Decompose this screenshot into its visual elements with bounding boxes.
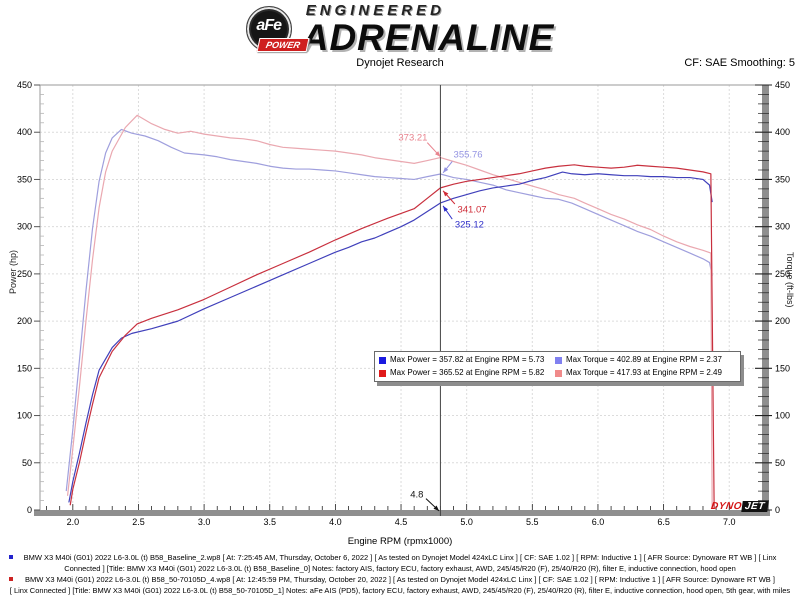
annotation-341.07: 341.07	[457, 205, 486, 216]
svg-text:200: 200	[775, 316, 790, 326]
svg-text:0: 0	[775, 505, 780, 515]
dynojet-logo: DYNOJET	[710, 501, 769, 512]
run1-text-b: Connected ] [Title: BMW X3 M40i (G01) 20…	[64, 564, 736, 573]
chart-title: Dynojet Research	[356, 57, 444, 69]
run1-bullet-icon	[9, 555, 13, 559]
adrenaline-text: ADRENALINE	[301, 16, 555, 58]
svg-text:350: 350	[17, 174, 32, 184]
dyno-plot-svg[interactable]: 0 0 50 50 100 100 150 150 200 200 250 250 300 300 350 3…	[0, 75, 800, 535]
legend-marker-blue	[379, 356, 386, 364]
legend-label: Max Power = 357.82 at Engine RPM = 5.73	[390, 355, 545, 364]
axes: 0 0 50 50 100 100 150 150 200 200 250 250 300 300 350 3…	[17, 80, 790, 527]
svg-text:400: 400	[775, 127, 790, 137]
svg-text:300: 300	[17, 222, 32, 232]
svg-text:350: 350	[775, 174, 790, 184]
svg-text:0: 0	[27, 505, 32, 515]
run2-text-a: BMW X3 M40i (G01) 2022 L6-3.0L (t) B58_5…	[25, 575, 775, 584]
run1-text-a: BMW X3 M40i (G01) 2022 L6-3.0L (t) B58_B…	[23, 553, 777, 562]
curve-power-baseline	[68, 171, 713, 503]
run-info-line-3: BMW X3 M40i (G01) 2022 L6-3.0L (t) B58_5…	[0, 574, 800, 585]
smoothing-info: CF: SAE Smoothing: 5	[684, 57, 795, 69]
dynojet-logo-dyno: DYNO	[710, 501, 743, 512]
dynojet-logo-jet: JET	[741, 501, 769, 512]
svg-text:5.0: 5.0	[460, 517, 473, 527]
engineered-text: ENGINEERED	[305, 1, 445, 19]
svg-text:250: 250	[775, 269, 790, 279]
cursor-rpm-label: 4.8	[410, 490, 423, 501]
y-axis-label-torque: Torque (ft-lbs)	[785, 252, 795, 308]
run-info-line-2: Connected ] [Title: BMW X3 M40i (G01) 20…	[0, 563, 800, 574]
grid-lines	[40, 85, 766, 510]
svg-text:2.5: 2.5	[132, 517, 145, 527]
svg-text:7.0: 7.0	[723, 517, 736, 527]
svg-text:3.5: 3.5	[263, 517, 276, 527]
legend-item-power-baseline: Max Power = 357.82 at Engine RPM = 5.73	[379, 354, 555, 366]
legend-label: Max Torque = 417.93 at Engine RPM = 2.49	[566, 368, 722, 377]
svg-text:150: 150	[775, 363, 790, 373]
x-axis-label: Engine RPM (rpmx1000)	[347, 536, 453, 547]
svg-text:3.0: 3.0	[198, 517, 211, 527]
annotation-325.12: 325.12	[455, 220, 484, 231]
afe-power-ribbon: POWER	[256, 38, 310, 52]
legend-item-torque-afe: Max Torque = 417.93 at Engine RPM = 2.49	[555, 367, 736, 379]
svg-text:6.5: 6.5	[657, 517, 670, 527]
svg-text:50: 50	[775, 458, 785, 468]
annotation-373.21: 373.21	[398, 133, 427, 144]
svg-text:5.5: 5.5	[526, 517, 539, 527]
value-annotations: 373.21 355.76 341.07 325.12 4.8	[398, 133, 487, 512]
svg-text:50: 50	[22, 458, 32, 468]
legend-marker-lightblue	[555, 356, 562, 364]
run-info-line-1: BMW X3 M40i (G01) 2022 L6-3.0L (t) B58_B…	[0, 552, 800, 563]
run2-text-b: [ Linx Connected ] [Title: BMW X3 M40i (…	[9, 586, 791, 595]
svg-text:4.5: 4.5	[395, 517, 408, 527]
svg-text:250: 250	[17, 269, 32, 279]
annotation-355.76: 355.76	[454, 150, 483, 161]
legend-marker-red	[379, 369, 386, 377]
svg-text:400: 400	[17, 127, 32, 137]
afe-badge-text: aFe	[256, 17, 282, 34]
svg-text:2.0: 2.0	[67, 517, 80, 527]
dyno-plot-area[interactable]: 0 0 50 50 100 100 150 150 200 200 250 250 300 300 350 3…	[0, 75, 800, 535]
y-axis-label-power: Power (hp)	[8, 250, 18, 295]
legend-item-power-afe: Max Power = 365.52 at Engine RPM = 5.82	[379, 367, 555, 379]
legend-marker-lightred	[555, 369, 562, 377]
adrenaline-wordmark: ENGINEERED ADRENALINE	[302, 3, 555, 56]
afe-badge-icon: aFe POWER	[245, 6, 310, 52]
legend-label: Max Torque = 402.89 at Engine RPM = 2.37	[566, 355, 722, 364]
dyno-curves	[65, 114, 715, 509]
legend-label: Max Power = 365.52 at Engine RPM = 5.82	[390, 368, 545, 377]
svg-text:200: 200	[17, 316, 32, 326]
svg-text:4.0: 4.0	[329, 517, 342, 527]
svg-text:150: 150	[17, 363, 32, 373]
svg-text:450: 450	[17, 80, 32, 90]
svg-text:100: 100	[775, 411, 790, 421]
run-info-footer: BMW X3 M40i (G01) 2022 L6-3.0L (t) B58_B…	[0, 552, 800, 596]
svg-text:450: 450	[775, 80, 790, 90]
svg-text:6.0: 6.0	[592, 517, 605, 527]
svg-text:100: 100	[17, 411, 32, 421]
curve-torque-baseline	[65, 128, 713, 492]
run-info-line-4: [ Linx Connected ] [Title: BMW X3 M40i (…	[0, 585, 800, 596]
svg-text:300: 300	[775, 222, 790, 232]
afe-power-logo: aFe POWER ENGINEERED ADRENALINE	[0, 2, 800, 56]
legend-item-torque-baseline: Max Torque = 402.89 at Engine RPM = 2.37	[555, 354, 736, 366]
run2-bullet-icon	[9, 577, 13, 581]
curve-power-afe	[69, 164, 715, 509]
curve-torque-afe	[66, 114, 713, 509]
legend-box: Max Power = 357.82 at Engine RPM = 5.73 …	[374, 351, 741, 382]
